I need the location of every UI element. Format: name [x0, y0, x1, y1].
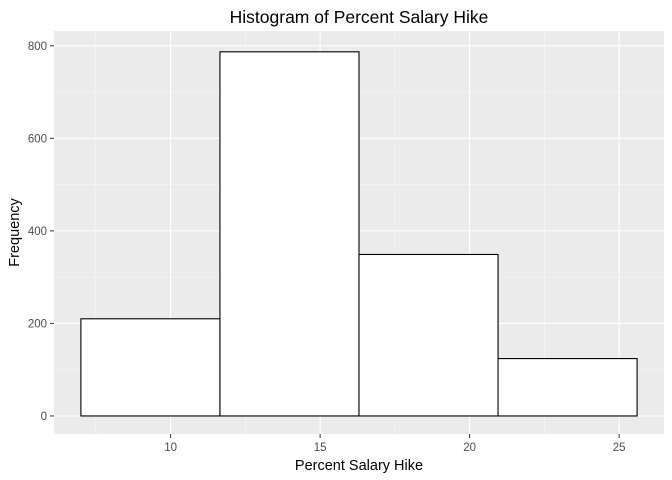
y-tick-label: 0 — [41, 411, 47, 423]
x-axis-ticks: 10 15 20 25 — [164, 434, 626, 454]
histogram-bar — [358, 253, 499, 417]
y-tick-label: 400 — [28, 226, 47, 238]
x-tick-label: 15 — [314, 442, 327, 454]
x-axis-title: Percent Salary Hike — [295, 458, 423, 474]
y-tick-label: 200 — [28, 318, 47, 330]
x-tick-label: 10 — [164, 442, 177, 454]
histogram-bar — [219, 51, 360, 417]
x-tick-label: 25 — [613, 442, 626, 454]
histogram-bar — [497, 358, 638, 417]
y-axis-title: Frequency — [7, 198, 23, 267]
histogram-bars — [80, 51, 638, 417]
x-tick-label: 20 — [463, 442, 476, 454]
y-tick-label: 600 — [28, 133, 47, 145]
chart-title: Histogram of Percent Salary Hike — [230, 7, 489, 27]
histogram-bar — [80, 318, 221, 417]
y-tick-label: 800 — [28, 41, 47, 53]
y-axis-ticks: 0 200 400 600 800 — [28, 41, 54, 423]
